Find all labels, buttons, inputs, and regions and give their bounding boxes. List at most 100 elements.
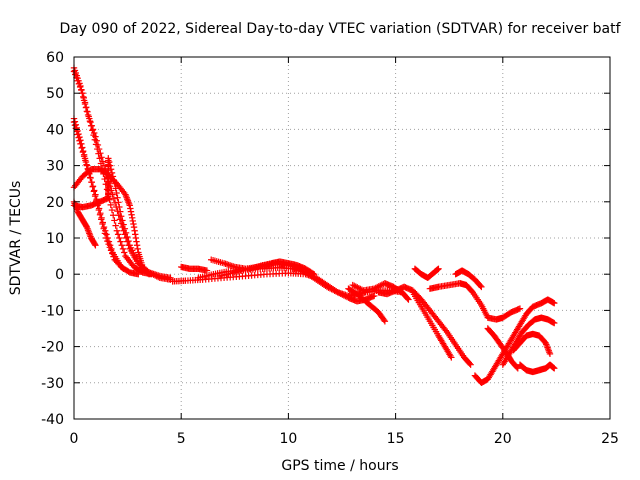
data-point [381, 318, 389, 325]
data-point [97, 160, 105, 167]
data-point [115, 199, 122, 206]
data-point [104, 237, 111, 245]
data-point [132, 231, 139, 238]
x-tick-label: 25 [601, 431, 619, 447]
data-point [332, 288, 340, 295]
data-point [129, 217, 137, 225]
data-point [91, 241, 99, 248]
data-point [87, 174, 94, 181]
data-point [100, 225, 107, 232]
series-arc-22 [499, 314, 558, 368]
data-point [76, 83, 84, 91]
data-point [133, 242, 141, 249]
data-point [90, 131, 97, 139]
y-tick-label: -30 [41, 376, 64, 392]
data-point [95, 206, 103, 214]
series-arc-16 [409, 289, 455, 361]
data-point [72, 71, 79, 78]
data-point [126, 202, 133, 209]
data-point [112, 222, 119, 229]
data-point [90, 188, 98, 195]
data-point [448, 354, 455, 361]
data-point [85, 113, 92, 120]
data-point [113, 189, 120, 197]
series-arc-19 [452, 267, 485, 291]
data-point [132, 234, 140, 242]
data-point [82, 157, 89, 164]
data-point [120, 221, 127, 228]
y-tick-label: 50 [46, 86, 64, 102]
series-arc-8 [178, 263, 211, 274]
data-point [106, 244, 114, 251]
data-point [119, 245, 127, 253]
data-point [98, 216, 105, 223]
x-tick-label: 20 [494, 431, 512, 447]
data-point [111, 217, 118, 224]
data-point [551, 299, 558, 307]
data-point [309, 270, 317, 277]
grid-lines [74, 57, 610, 419]
data-point [121, 225, 129, 232]
data-point [546, 350, 554, 358]
data-point [117, 238, 124, 245]
data-point [125, 237, 132, 245]
y-tick-label: 60 [46, 50, 64, 66]
data-point [75, 80, 83, 88]
series-arc-2 [70, 68, 155, 278]
y-tick-label: 40 [46, 122, 64, 138]
series-arc-7 [70, 166, 153, 278]
data-point [79, 148, 87, 156]
data-point [467, 361, 474, 368]
data-point [370, 292, 378, 300]
y-tick-label: -20 [41, 340, 64, 356]
data-point [516, 305, 524, 312]
data-point [110, 212, 117, 219]
data-point [124, 233, 131, 241]
data-point [478, 283, 485, 291]
data-point [86, 117, 94, 125]
y-axis-label: SDTVAR / TECUs [8, 181, 24, 296]
data-point [91, 136, 99, 143]
series-arc-4 [70, 118, 127, 272]
x-tick-label: 10 [279, 431, 297, 447]
series-arc-18 [426, 280, 524, 323]
data-point [135, 271, 142, 278]
data-point [92, 141, 100, 148]
data-point [71, 122, 79, 129]
data-point [145, 271, 153, 278]
data-point [116, 234, 123, 242]
data-point [101, 230, 109, 237]
data-point [89, 183, 96, 191]
series-arc-23 [510, 330, 554, 358]
data-point [380, 316, 388, 324]
y-tick-label: -40 [41, 412, 64, 428]
data-point [87, 122, 95, 129]
data-point [114, 194, 121, 201]
series-arc-13 [345, 285, 389, 325]
data-point [102, 234, 110, 242]
data-point [77, 140, 84, 148]
y-tick-label: 10 [46, 231, 64, 247]
data-point [114, 231, 122, 238]
data-point [551, 319, 558, 327]
data-point [107, 166, 115, 173]
x-axis-label: GPS time / hours [281, 458, 398, 474]
data-point [78, 86, 85, 94]
data-point [128, 214, 136, 222]
x-tick-label: 5 [177, 431, 186, 447]
data-point [89, 127, 96, 134]
data-point [109, 250, 116, 257]
data-point [95, 150, 102, 157]
data-point [80, 153, 88, 160]
data-point [133, 238, 140, 245]
series-arc-12 [216, 260, 305, 280]
y-tick-label: 20 [46, 195, 64, 211]
x-tick-label: 0 [70, 431, 79, 447]
data-point [117, 208, 124, 215]
data-point [99, 220, 106, 228]
data-point [110, 195, 118, 202]
data-point [405, 296, 412, 303]
data-point [118, 264, 126, 271]
data-point [298, 265, 305, 272]
